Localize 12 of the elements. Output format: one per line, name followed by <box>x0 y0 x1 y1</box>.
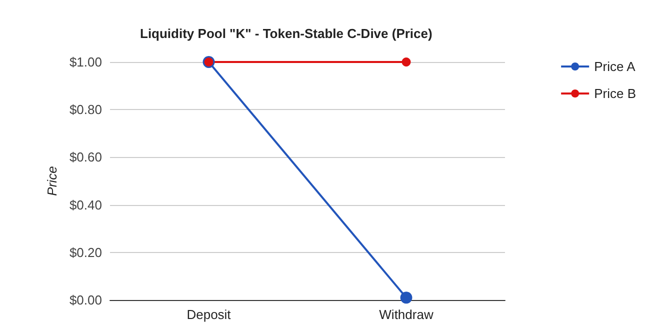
x-tick-label: Deposit <box>186 307 232 322</box>
chart-title: Liquidity Pool "K" - Token-Stable C-Dive (Price) <box>140 26 432 41</box>
y-axis-title: Price <box>44 166 60 196</box>
y-tick-label: $0.80 <box>69 102 102 118</box>
y-tick-label: $0.20 <box>69 244 102 260</box>
legend-label: Price B <box>594 86 636 101</box>
x-tick-label: Withdraw <box>379 307 434 322</box>
y-tick-label: $0.40 <box>69 197 102 212</box>
legend-label: Price A <box>594 59 636 74</box>
y-tick-label: $1.00 <box>69 54 102 70</box>
y-tick-label: $0.60 <box>69 150 102 165</box>
y-tick-label: $0.00 <box>69 292 102 308</box>
